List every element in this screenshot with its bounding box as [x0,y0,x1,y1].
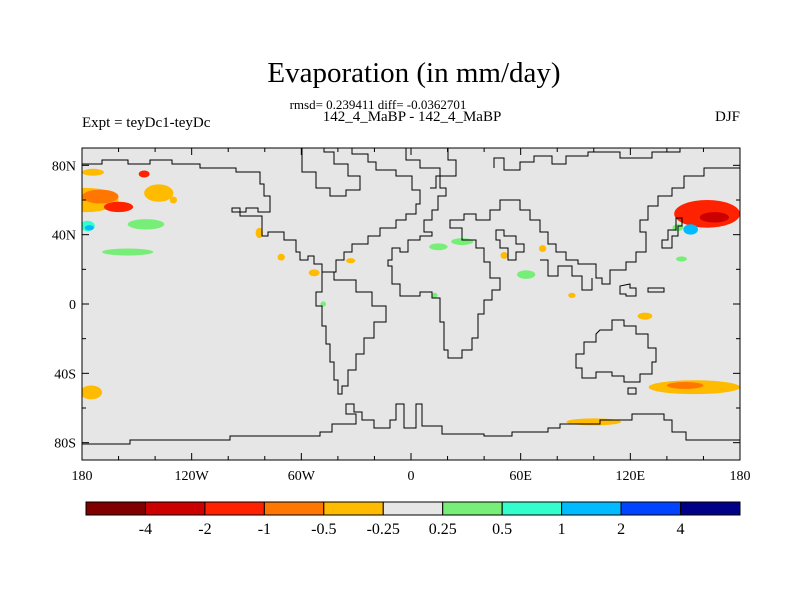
subtitle-left: Expt = teyDc1-teyDc [82,115,211,131]
coast-north-america [82,148,421,273]
y-tick-label: 40S [54,367,76,382]
colorbar-bin [204,501,265,516]
x-tick-label: 180 [72,469,93,484]
anomaly-e-atlantic-green [429,243,448,251]
coast-greenland [405,148,457,177]
stats-line: rmsd= 0.239411 diff= -0.0362701 [290,97,467,112]
coast-arabia [495,229,525,261]
anomaly-mid-lat-cyan [84,225,94,231]
colorbar-bin [620,501,682,516]
anomaly-subtropic-green-band [102,248,154,256]
anomaly-caribbean-spot [308,269,320,277]
colorbar-bin [680,501,741,516]
coast-south-america [315,271,387,395]
colorbar-bin [323,501,384,516]
anomaly-sahara-green-dot [320,301,327,307]
anomaly-kuroshio-cyan [683,224,698,235]
map-background [82,148,740,460]
x-tick-label: 60E [509,469,532,484]
anomaly-kuroshio-dark [699,212,730,223]
anomaly-ne-pacific-spot [169,196,178,204]
anomaly-bay-of-bengal-orange [568,292,576,298]
x-tick-label: 120E [616,469,646,484]
coast-antarctica [82,403,740,445]
coastlines [82,148,740,445]
anomaly-hudson-spot [255,227,263,239]
anomaly-s-atlantic-west [82,385,103,400]
anomaly-arctic-strip [82,168,104,176]
colorbar-bin [144,501,206,516]
subtitle-right: DJF [715,109,740,125]
y-tick-label: 80N [52,159,76,174]
anomaly-bering-spot [138,170,150,178]
colorbar-labels: -4 -2 -1 -0.5 -0.25 0.25 0.5 1 2 4 [139,521,685,538]
colorbar-label: -4 [139,521,152,538]
chart-title: Evaporation (in mm/day) [267,57,560,89]
anomaly-arabian-sea-green [517,270,536,279]
anomaly-layer [82,168,740,426]
colorbar-label: 1 [558,521,566,538]
colorbar [85,501,741,516]
x-tick-label: 60W [288,469,316,484]
colorbar-bin [442,501,503,516]
x-tick-label: 120W [175,469,210,484]
x-axis: 180 120W 60W 0 60E 120E 180 [72,148,751,484]
colorbar-bin [263,501,325,516]
anomaly-w-pacific-orange [637,312,653,320]
coast-eurasia-africa [387,167,740,359]
anomaly-w-pacific-green [676,256,687,262]
y-tick-label: 80S [54,437,76,452]
colorbar-bin [85,501,146,516]
colorbar-label: 2 [617,521,625,538]
coast-japan [661,217,683,249]
coast-tasman [627,387,637,395]
x-tick-label: 0 [408,469,415,484]
anomaly-n-pacific-east-strip [144,184,174,202]
colorbar-bin [382,501,444,516]
colorbar-label: -0.25 [367,521,400,538]
colorbar-label: 0.5 [492,521,512,538]
anomaly-n-atlantic-spot [346,258,356,264]
coast-australia [575,319,657,383]
colorbar-label: -1 [258,521,271,538]
colorbar-label: 4 [677,521,685,538]
coast-india-se-asia [540,259,593,291]
subtitle-center: 142_4_MaBP - 142_4_MaBP [323,109,502,125]
colorbar-label: -2 [198,521,211,538]
anomaly-africa-green-dot [432,292,438,298]
y-axis: 80N 40N 0 40S 80S [52,159,740,452]
anomaly-indian-orange [538,245,547,253]
coast-arctic-eurasia [493,148,681,171]
anomaly-n-pacific-west-core [82,189,119,204]
colorbar-bin [501,501,563,516]
colorbar-label: -0.5 [311,521,336,538]
anomaly-red-sea-orange [500,252,508,259]
colorbar-label: 0.25 [429,521,457,538]
anomaly-n-pacific-west-core2 [103,201,134,213]
y-tick-label: 0 [69,298,76,313]
y-tick-label: 40N [52,229,76,244]
coast-indonesia [619,283,665,297]
anomaly-southern-ocean-core [666,382,704,389]
x-tick-label: 180 [730,469,751,484]
anomaly-gulf-spot [277,253,285,261]
colorbar-bin [561,501,622,516]
coast-hudson [301,148,361,197]
anomaly-mid-lat-green-east [127,219,165,230]
